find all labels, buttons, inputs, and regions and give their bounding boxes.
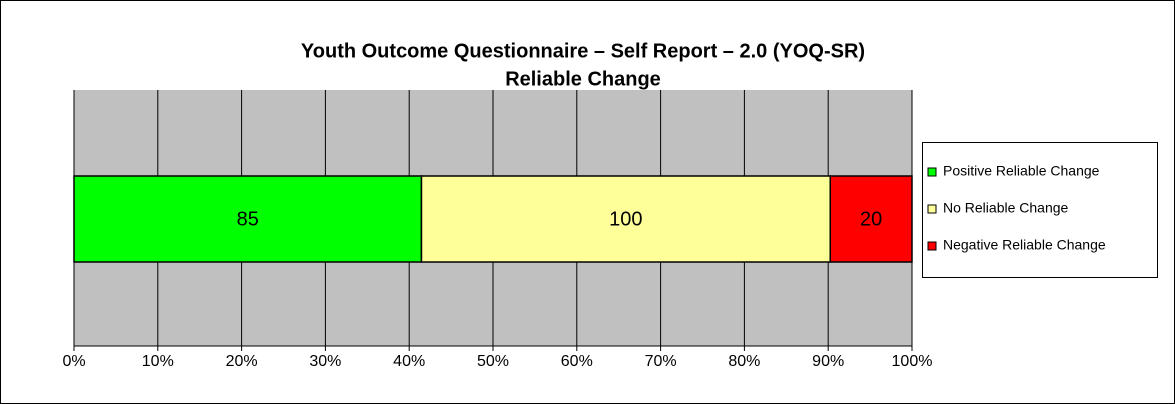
x-tick-label: 30% bbox=[309, 353, 341, 370]
x-tick-label: 50% bbox=[477, 353, 509, 370]
legend-label: Positive Reliable Change bbox=[943, 163, 1100, 179]
chart-title: Youth Outcome Questionnaire – Self Repor… bbox=[301, 40, 865, 62]
x-tick-label: 70% bbox=[645, 353, 677, 370]
legend-label: No Reliable Change bbox=[943, 200, 1069, 216]
x-tick-label: 90% bbox=[812, 353, 844, 370]
legend-swatch bbox=[927, 204, 937, 214]
chart-subtitle: Reliable Change bbox=[505, 68, 661, 90]
x-tick-label: 20% bbox=[226, 353, 258, 370]
x-tick-label: 10% bbox=[142, 353, 174, 370]
x-tick-label: 100% bbox=[892, 353, 933, 370]
bar-segment bbox=[73, 175, 423, 263]
x-tick-label: 40% bbox=[393, 353, 425, 370]
x-tick-label: 0% bbox=[62, 353, 85, 370]
bar-segment bbox=[829, 175, 913, 263]
legend-label: Negative Reliable Change bbox=[943, 237, 1106, 253]
data-label: 20 bbox=[860, 208, 882, 230]
legend-swatch bbox=[927, 167, 937, 177]
legend-swatch bbox=[927, 241, 937, 251]
bar-segment bbox=[420, 175, 831, 263]
data-label: 85 bbox=[237, 208, 259, 230]
legend-box bbox=[922, 142, 1158, 278]
data-label: 100 bbox=[609, 208, 642, 230]
x-tick-label: 80% bbox=[728, 353, 760, 370]
x-tick-label: 60% bbox=[561, 353, 593, 370]
